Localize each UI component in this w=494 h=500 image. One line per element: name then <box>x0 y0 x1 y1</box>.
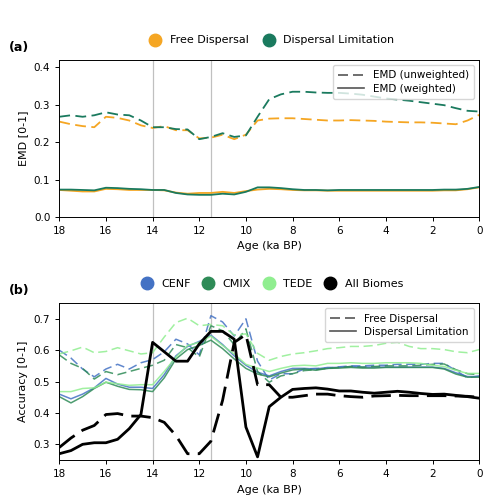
X-axis label: Age (ka BP): Age (ka BP) <box>237 242 302 252</box>
Y-axis label: Accuracy [0-1]: Accuracy [0-1] <box>18 341 28 422</box>
Y-axis label: EMD [0-1]: EMD [0-1] <box>18 110 28 166</box>
Legend: Free Dispersal, Dispersal Limitation: Free Dispersal, Dispersal Limitation <box>325 308 474 342</box>
Text: (a): (a) <box>9 41 29 54</box>
Legend: EMD (unweighted), EMD (weighted): EMD (unweighted), EMD (weighted) <box>333 65 474 99</box>
Text: (b): (b) <box>9 284 30 298</box>
X-axis label: Age (ka BP): Age (ka BP) <box>237 484 302 494</box>
